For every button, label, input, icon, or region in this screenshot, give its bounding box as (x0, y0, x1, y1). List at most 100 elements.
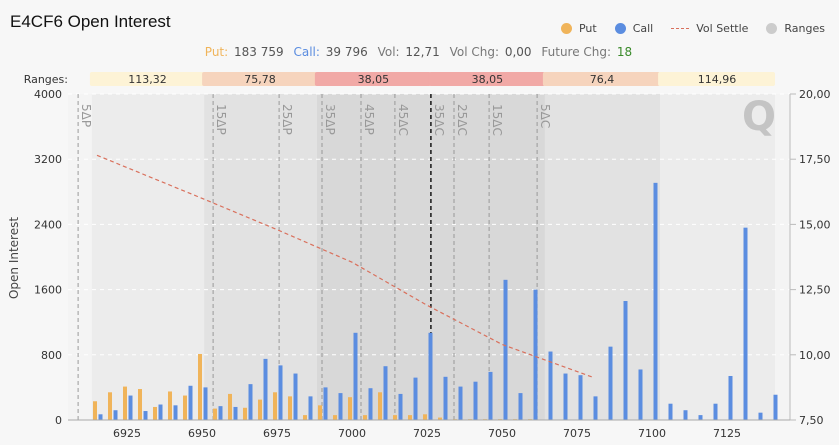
put-bar (333, 415, 337, 420)
call-bar (173, 405, 178, 420)
call-bar (413, 377, 418, 420)
put-bar (138, 389, 142, 420)
put-bar (258, 399, 262, 420)
call-bar (278, 365, 283, 420)
call-value: 39 796 (325, 45, 368, 59)
range-value: 75,78 (244, 73, 276, 86)
call-bar (248, 384, 253, 420)
call-bar (428, 332, 433, 420)
legend-put[interactable]: Put (560, 22, 597, 35)
put-bar (288, 396, 292, 420)
put-bar (183, 395, 187, 420)
y-axis-label: Open Interest (7, 217, 21, 299)
call-bar (443, 376, 448, 420)
delta-label: 35ΔP (323, 104, 337, 135)
put-bar (423, 414, 427, 420)
delta-label: 15ΔP (214, 104, 228, 135)
range-band (544, 94, 661, 420)
call-bar (233, 406, 238, 420)
delta-label: 35ΔC (432, 104, 446, 136)
x-tick-label: 7025 (413, 427, 441, 440)
legend-label: Put (578, 22, 597, 35)
delta-label: 25ΔC (455, 104, 469, 136)
legend-call[interactable]: Call (614, 22, 653, 35)
call-bar (398, 393, 403, 420)
delta-label: 15ΔC (490, 104, 504, 136)
vol-chg-value: 0,00 (504, 45, 532, 59)
put-bar (303, 415, 307, 420)
y-tick-label: 3200 (34, 153, 62, 166)
call-dot-icon (614, 23, 626, 34)
call-bar (503, 279, 508, 420)
call-bar (548, 351, 553, 420)
call-bar (383, 366, 388, 420)
range-segment (658, 72, 775, 86)
range-segment (314, 72, 431, 86)
call-bar (338, 393, 343, 420)
y-tick-label: 0 (55, 414, 62, 427)
range-value: 38,05 (358, 73, 390, 86)
future-chg-label: Future Chg: (541, 45, 612, 59)
call-bar (308, 396, 313, 420)
x-tick-label: 7000 (338, 427, 366, 440)
y2-tick-label: 7,50 (799, 414, 824, 427)
x-tick-label: 7050 (488, 427, 516, 440)
range-value: 113,32 (128, 73, 167, 86)
x-tick-label: 7100 (638, 427, 666, 440)
put-bar (168, 391, 172, 420)
put-label: Put: (204, 45, 229, 59)
y2-tick-label: 15,00 (799, 218, 831, 231)
call-bar (158, 404, 163, 420)
call-bar (113, 410, 118, 420)
put-bar (393, 415, 397, 420)
call-bar (623, 301, 628, 420)
ranges-label: Ranges: (24, 73, 68, 86)
call-label: Call: (293, 45, 320, 59)
call-bar (608, 346, 613, 420)
legend-ranges[interactable]: Ranges (766, 22, 825, 35)
call-bar (773, 394, 778, 420)
vol-settle-line (96, 154, 593, 378)
call-bar (668, 403, 673, 420)
legend-vol-settle[interactable]: Vol Settle (671, 22, 748, 35)
put-bar (408, 415, 412, 420)
vol-value: 12,71 (405, 45, 440, 59)
ranges-dot-icon (766, 23, 778, 34)
range-band (204, 94, 317, 420)
y-tick-label: 1600 (34, 284, 62, 297)
call-bar (518, 393, 523, 420)
x-tick-label: 6925 (113, 427, 141, 440)
put-bar (108, 392, 112, 420)
legend: Put Call Vol Settle Ranges (560, 22, 825, 35)
call-bar (143, 411, 148, 420)
range-value: 114,96 (698, 73, 737, 86)
call-bar (218, 406, 223, 420)
y2-tick-label: 10,00 (799, 349, 831, 362)
put-bar (198, 353, 202, 420)
future-chg-value: 18 (616, 45, 633, 59)
call-bar (368, 388, 373, 420)
y-tick-label: 2400 (34, 218, 62, 231)
vol-label: Vol: (377, 45, 400, 59)
put-bar (243, 407, 247, 420)
call-bar (353, 332, 358, 420)
dashed-line-icon (671, 28, 690, 29)
x-tick-label: 7075 (563, 427, 591, 440)
delta-label: 45ΔP (362, 104, 376, 135)
put-bar (93, 401, 97, 420)
x-tick-label: 7125 (713, 427, 741, 440)
call-bar (488, 371, 493, 420)
put-bar (213, 408, 217, 420)
call-bar (128, 395, 133, 420)
watermark-logo: Q (742, 94, 776, 140)
y2-tick-label: 17,50 (799, 153, 831, 166)
call-bar (743, 227, 748, 420)
call-bar (698, 415, 703, 420)
call-bar (638, 369, 643, 420)
call-bar (203, 387, 208, 420)
y-tick-label: 4000 (34, 88, 62, 101)
delta-label: 5ΔC (538, 104, 552, 128)
legend-label: Vol Settle (696, 22, 749, 35)
put-bar (153, 406, 157, 420)
put-bar (348, 397, 352, 420)
